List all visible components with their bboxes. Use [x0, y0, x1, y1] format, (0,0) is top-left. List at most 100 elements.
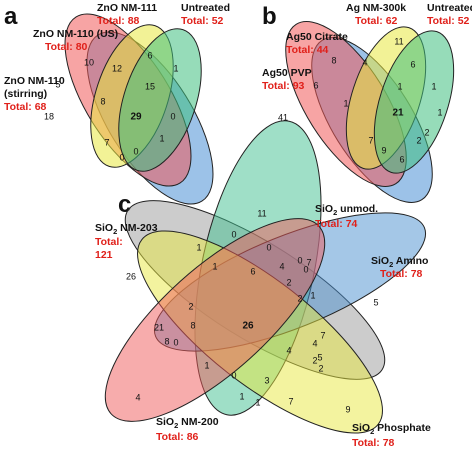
region-count: 3	[264, 375, 269, 385]
set-b1-name: Ag50 PVP	[262, 67, 312, 79]
set-b4-total: Total: 52	[427, 15, 470, 27]
region-count: 2	[312, 355, 317, 365]
region-count: 1	[173, 63, 178, 73]
set-a4-name: Untreated	[181, 2, 230, 14]
set-a2-name: ZnO NM-110 (US)	[33, 28, 118, 40]
region-count: 9	[381, 145, 386, 155]
region-count: 1	[431, 81, 436, 91]
region-count: 26	[126, 271, 136, 281]
venn-a-set-untreated	[118, 28, 202, 172]
region-count: 2	[416, 135, 421, 145]
region-count: 8	[331, 55, 336, 65]
region-count: 1	[196, 242, 201, 252]
region-count: 4	[286, 345, 291, 355]
region-count: 9	[345, 404, 350, 414]
set-c1-total2: 121	[95, 249, 113, 261]
set-a3-name: ZnO NM-111	[97, 2, 157, 14]
set-a1-total: Total: 68	[4, 101, 47, 113]
region-count: 1	[204, 360, 209, 370]
set-c5-name: SiO2 NM-200	[156, 416, 219, 430]
region-count: 41	[278, 112, 288, 122]
set-c5-total: Total: 86	[156, 431, 199, 443]
region-count: 0	[303, 264, 308, 274]
region-count: 5	[317, 352, 322, 362]
region-count: 11	[394, 36, 403, 46]
region-count: 1	[437, 107, 442, 117]
region-count: 1	[397, 81, 402, 91]
set-b2-total: Total: 44	[286, 44, 329, 56]
region-count: 1	[255, 397, 260, 407]
set-c3-total: Total: 78	[380, 268, 423, 280]
region-count: 4	[312, 338, 317, 348]
set-b3-total: Total: 62	[355, 15, 398, 27]
set-a3-total: Total: 88	[97, 15, 140, 27]
region-count: 6	[399, 154, 404, 164]
region-count: 0	[297, 255, 302, 265]
set-c3-name: SiO2 Amino	[371, 255, 428, 269]
region-count: 7	[306, 257, 311, 267]
region-count: 1	[310, 290, 315, 300]
region-count: 21	[154, 322, 164, 332]
region-count: 4	[279, 261, 284, 271]
region-count: 8	[190, 320, 195, 330]
region-count: 0	[170, 111, 175, 121]
region-count: 1	[159, 133, 164, 143]
set-c4-total: Total: 78	[352, 437, 395, 449]
set-c1-total: Total:	[95, 236, 123, 248]
region-count: 0	[231, 229, 236, 239]
panel-b: b Ag NM-300k Total: 62 Untreated Total: …	[262, 2, 472, 203]
region-count: 6	[147, 50, 152, 60]
venn-c-set-nm200	[104, 218, 326, 422]
region-count: 8	[164, 336, 169, 346]
set-b3-name: Ag NM-300k	[346, 2, 406, 14]
region-count: 4	[362, 57, 367, 67]
region-count: 0	[173, 337, 178, 347]
region-count: 5	[55, 79, 60, 89]
set-a2-total: Total: 80	[45, 41, 88, 53]
set-a1-name: ZnO NM-110	[4, 75, 65, 87]
set-c2-name: SiO2 unmod.	[315, 203, 378, 217]
set-c1-name: SiO2 NM-203	[95, 222, 158, 236]
region-count: 4	[135, 392, 140, 402]
region-count: 2	[318, 363, 323, 373]
region-count: 1	[212, 261, 217, 271]
region-count: 2	[424, 127, 429, 137]
region-count: 7	[320, 330, 325, 340]
region-count: 29	[130, 112, 142, 123]
region-count: 7	[104, 137, 109, 147]
region-count: 1	[239, 391, 244, 401]
region-count: 15	[145, 81, 155, 91]
region-count: 10	[84, 57, 94, 67]
venn-b-set-untreated	[373, 30, 455, 174]
set-c2-total: Total: 74	[315, 218, 358, 230]
set-b1-total: Total: 93	[262, 80, 305, 92]
panel-a: a ZnO NM-110 (US) Total: 80 ZnO NM-111 T…	[4, 2, 230, 205]
region-count: 7	[368, 135, 373, 145]
set-a1-name2: (stirring)	[4, 88, 47, 100]
set-b4-name: Untreated	[427, 2, 472, 14]
set-a4-total: Total: 52	[181, 15, 224, 27]
region-count: 21	[392, 108, 404, 119]
region-count: 2	[286, 277, 291, 287]
region-count: 26	[242, 321, 254, 332]
region-count: 8	[100, 96, 105, 106]
region-count: 12	[112, 63, 122, 73]
region-count: 0	[231, 370, 236, 380]
panel-a-label: a	[4, 3, 18, 30]
region-count: 6	[250, 266, 255, 276]
set-c4-name: SiO2 Phosphate	[352, 422, 431, 436]
region-count: 1	[343, 98, 348, 108]
region-count: 18	[44, 111, 54, 121]
region-count: 0	[119, 152, 124, 162]
region-count: 6	[410, 59, 415, 69]
set-b2-name: Ag50 Citrate	[286, 31, 348, 43]
region-count: 11	[257, 208, 266, 218]
region-count: 7	[288, 396, 293, 406]
panel-c: c SiO2 NM-203 Total: 121 SiO2 unmod. Tot…	[95, 120, 431, 449]
region-count: 2	[188, 301, 193, 311]
region-count: 0	[133, 146, 138, 156]
region-count: 5	[373, 297, 378, 307]
region-count: 6	[313, 80, 318, 90]
panel-b-label: b	[262, 3, 277, 30]
